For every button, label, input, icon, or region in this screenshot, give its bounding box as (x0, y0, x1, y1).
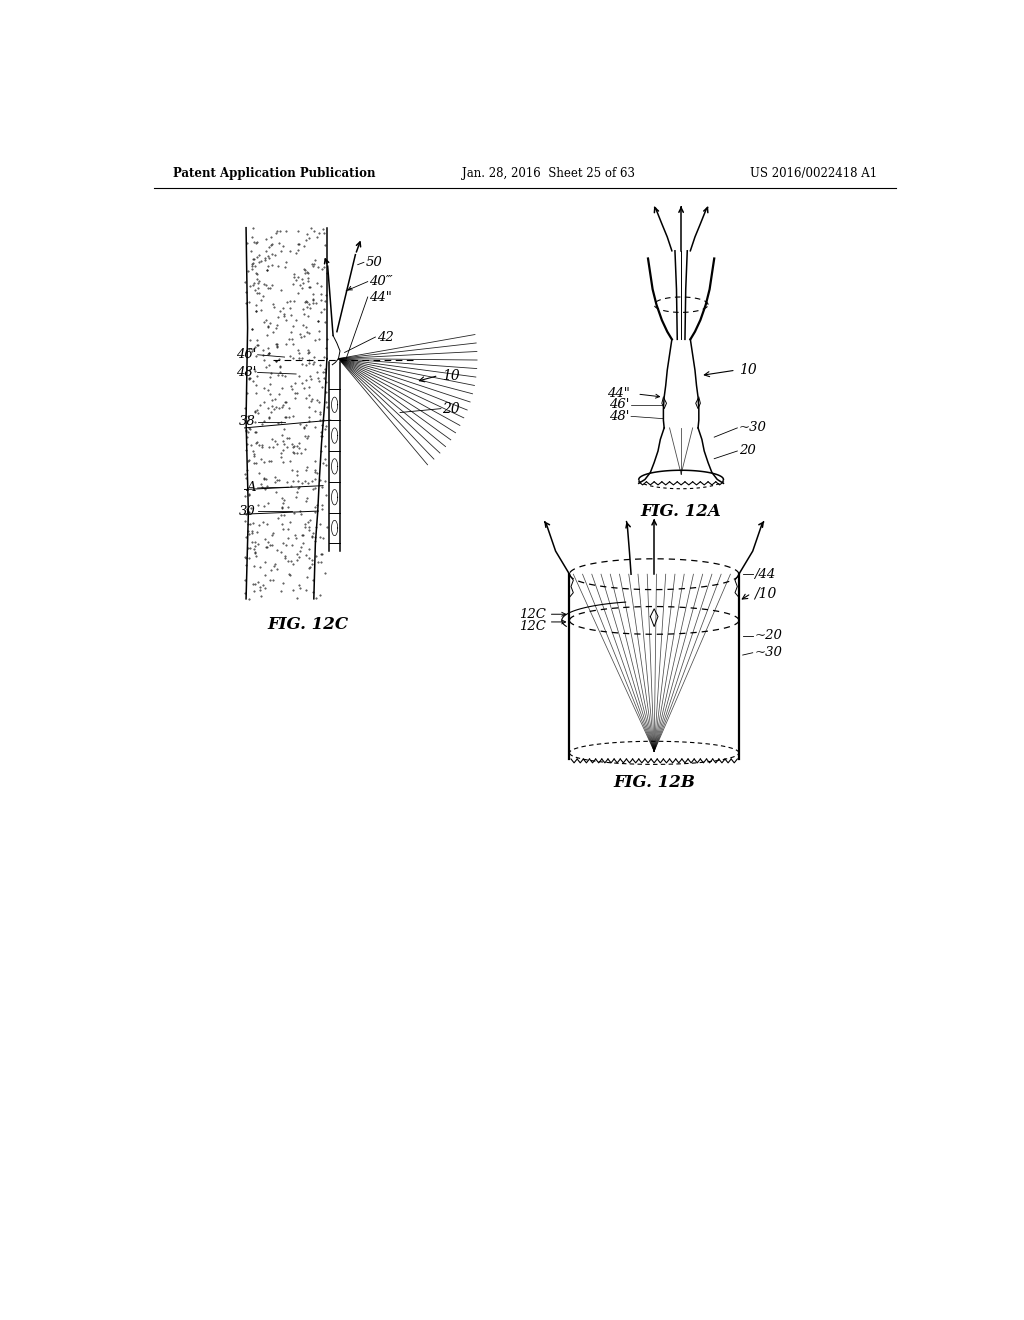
Text: ~30: ~30 (739, 421, 767, 434)
Text: 12C: 12C (519, 607, 547, 620)
Text: 20: 20 (442, 401, 460, 416)
Text: FIG. 12C: FIG. 12C (267, 615, 348, 632)
Text: FIG. 12B: FIG. 12B (613, 774, 695, 791)
Text: 42: 42 (377, 330, 393, 343)
Text: 40‴: 40‴ (370, 275, 393, 288)
Text: 50: 50 (366, 256, 382, 269)
Text: 46': 46' (236, 348, 256, 362)
Text: US 2016/0022418 A1: US 2016/0022418 A1 (751, 168, 878, 181)
Text: ~20: ~20 (755, 630, 782, 643)
Text: A: A (247, 482, 256, 495)
Text: /10: /10 (755, 586, 776, 601)
Text: /44: /44 (755, 568, 775, 581)
Text: 10: 10 (442, 368, 460, 383)
Text: 10: 10 (739, 363, 757, 378)
Text: 48': 48' (236, 366, 256, 379)
Text: 38: 38 (240, 416, 256, 428)
Text: 46': 46' (609, 399, 630, 412)
Text: 30: 30 (240, 504, 256, 517)
Text: ~30: ~30 (755, 647, 782, 659)
Text: Patent Application Publication: Patent Application Publication (173, 168, 376, 181)
Text: 48': 48' (609, 409, 630, 422)
Text: 12C: 12C (519, 620, 547, 634)
Text: 20: 20 (739, 445, 756, 458)
Text: 44": 44" (370, 290, 392, 304)
Text: 44": 44" (606, 387, 630, 400)
Text: Jan. 28, 2016  Sheet 25 of 63: Jan. 28, 2016 Sheet 25 of 63 (462, 168, 635, 181)
Text: FIG. 12A: FIG. 12A (641, 503, 722, 520)
